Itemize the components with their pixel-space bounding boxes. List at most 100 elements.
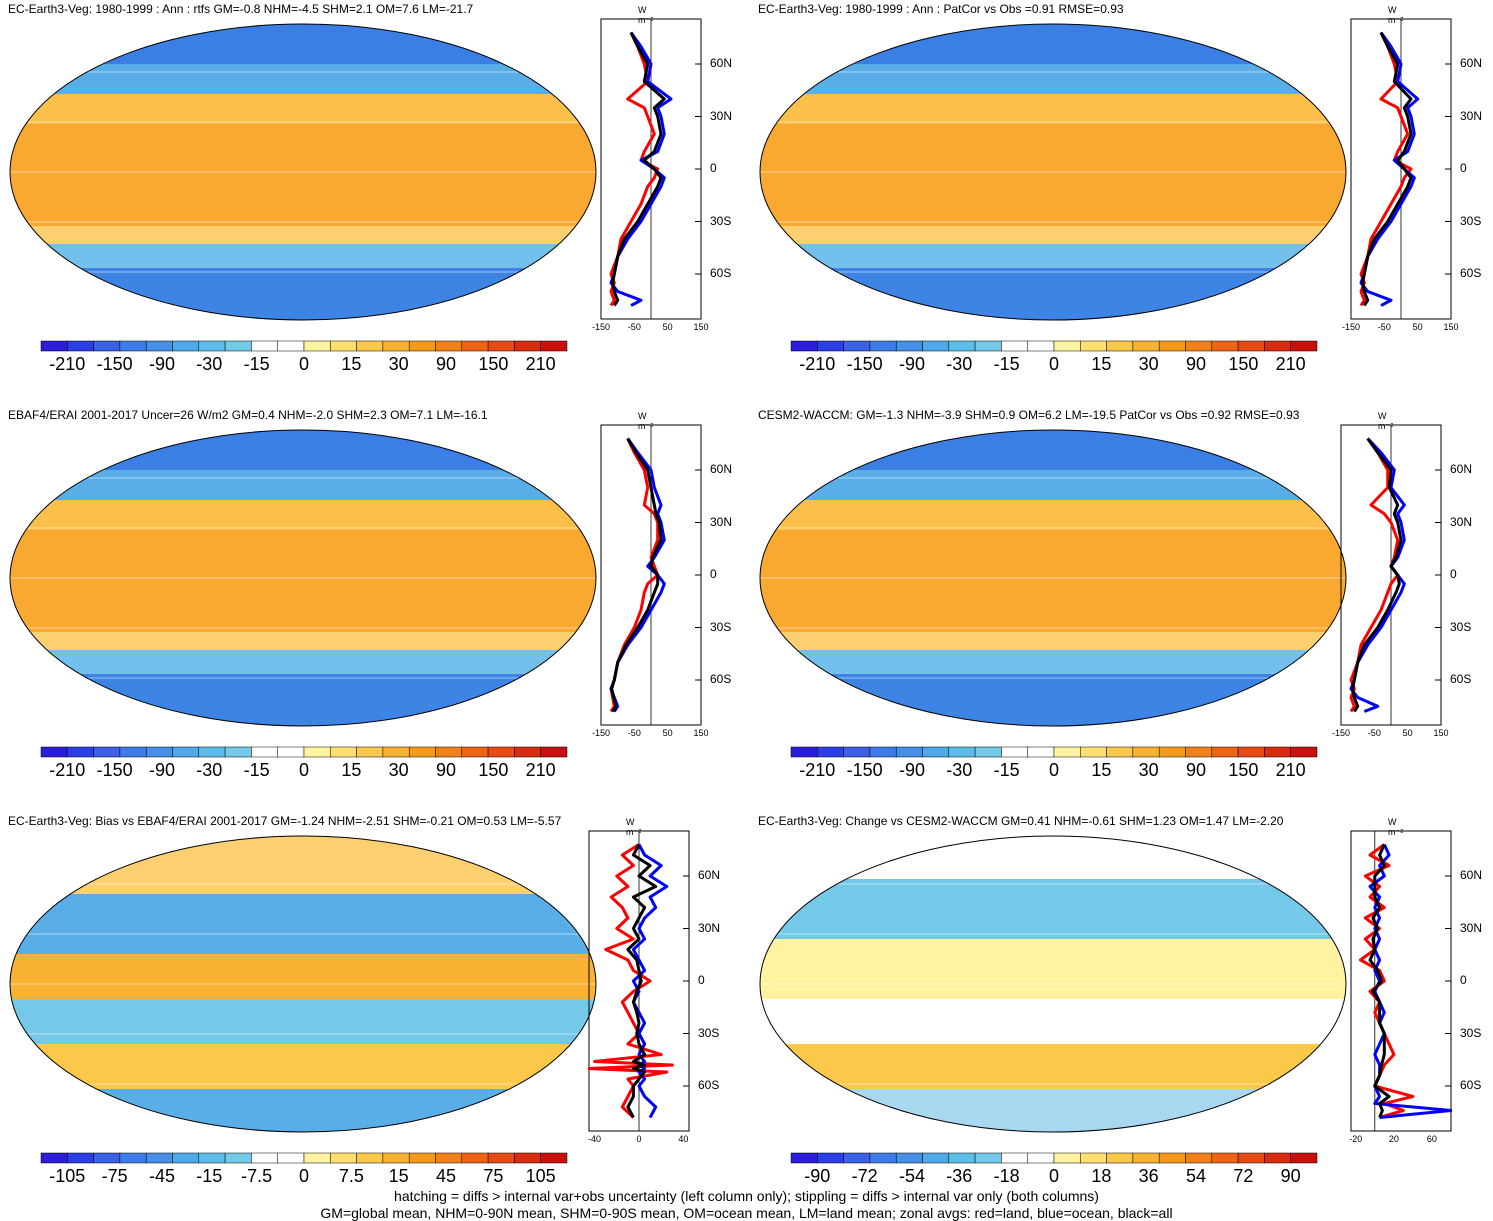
- zonal-x-tick-label: -150: [1326, 728, 1356, 738]
- zonal-mean-plot: [600, 18, 702, 320]
- colorbar: [40, 1152, 568, 1164]
- map-band: [758, 500, 1348, 531]
- colorbar-swatch: [304, 1153, 330, 1163]
- zonal-x-tick-label: 50: [1403, 322, 1433, 332]
- latitude-tick-label: 30N: [698, 921, 720, 935]
- zonal-x-tick-label: 50: [1393, 728, 1423, 738]
- colorbar-label: 90: [1174, 760, 1218, 781]
- colorbar-swatch: [1107, 341, 1133, 351]
- colorbar-label: 30: [1127, 354, 1171, 375]
- colorbar-swatch: [791, 1153, 817, 1163]
- colorbar-swatch: [1159, 341, 1185, 351]
- colorbar-swatch: [251, 341, 277, 351]
- colorbar-swatch: [923, 341, 949, 351]
- latitude-tick-label: 60S: [710, 266, 731, 280]
- colorbar-swatch: [949, 1153, 975, 1163]
- colorbar-swatch: [304, 341, 330, 351]
- map-band: [8, 124, 598, 227]
- colorbar: [790, 746, 1318, 758]
- latitude-tick-label: 60N: [710, 56, 732, 70]
- colorbar-swatch: [844, 747, 870, 757]
- colorbar-label: 90: [1174, 354, 1218, 375]
- colorbar-label: 90: [1269, 1166, 1313, 1187]
- colorbar-label: -15: [985, 760, 1029, 781]
- colorbar-label: 90: [424, 354, 468, 375]
- map-band: [758, 674, 1348, 728]
- map-band: [8, 22, 598, 65]
- colorbar-swatch: [541, 341, 567, 351]
- colorbar-swatch: [1028, 341, 1054, 351]
- colorbar-swatch: [94, 747, 120, 757]
- colorbar-swatch: [1054, 747, 1080, 757]
- colorbar-label: 90: [424, 760, 468, 781]
- map-band: [758, 1044, 1348, 1090]
- colorbar-swatch: [173, 747, 199, 757]
- zonal-x-tick-label: 40: [668, 1134, 698, 1144]
- colorbar-swatch: [1212, 1153, 1238, 1163]
- colorbar-swatch: [1107, 747, 1133, 757]
- colorbar-swatch: [1264, 1153, 1290, 1163]
- colorbar-swatch: [541, 747, 567, 757]
- map-band: [758, 879, 1348, 940]
- colorbar-label: -30: [937, 354, 981, 375]
- colorbar-swatch: [923, 747, 949, 757]
- colorbar-swatch: [41, 747, 67, 757]
- colorbar: [790, 340, 1318, 352]
- colorbar-label: 210: [519, 760, 563, 781]
- colorbar-label: -90: [795, 1166, 839, 1187]
- zonal-x-tick-label: -150: [586, 728, 616, 738]
- colorbar-label: -105: [45, 1166, 89, 1187]
- colorbar-label: 15: [1079, 760, 1123, 781]
- colorbar-swatch: [462, 341, 488, 351]
- colorbar-label: -150: [93, 354, 137, 375]
- latitude-tick-label: 60S: [698, 1078, 719, 1092]
- map-band: [758, 834, 1348, 880]
- colorbar-swatch: [225, 747, 251, 757]
- colorbar-label: -150: [843, 760, 887, 781]
- colorbar-label: 15: [329, 354, 373, 375]
- colorbar-label: -75: [93, 1166, 137, 1187]
- colorbar-swatch: [383, 1153, 409, 1163]
- colorbar-swatch: [975, 1153, 1001, 1163]
- colorbar-swatch: [146, 1153, 172, 1163]
- colorbar-swatch: [844, 1153, 870, 1163]
- colorbar-swatch: [791, 341, 817, 351]
- colorbar-swatch: [1186, 1153, 1212, 1163]
- zonal-mean-plot: [1350, 830, 1452, 1132]
- colorbar-swatch: [330, 747, 356, 757]
- colorbar-swatch: [1133, 747, 1159, 757]
- latitude-tick-label: 60S: [1450, 672, 1471, 686]
- map-band: [8, 64, 598, 95]
- colorbar-swatch: [304, 747, 330, 757]
- colorbar-swatch: [146, 747, 172, 757]
- colorbar-swatch: [817, 341, 843, 351]
- map-band: [8, 268, 598, 322]
- colorbar: [790, 1152, 1318, 1164]
- colorbar-swatch: [330, 341, 356, 351]
- zonal-x-tick-label: 50: [653, 322, 683, 332]
- colorbar-label: 18: [1079, 1166, 1123, 1187]
- colorbar-label: 0: [1032, 1166, 1076, 1187]
- colorbar-swatch: [488, 1153, 514, 1163]
- latitude-tick-label: 60N: [710, 462, 732, 476]
- map-band: [8, 530, 598, 633]
- zonal-x-tick-label: 60: [1417, 1134, 1447, 1144]
- colorbar-swatch: [67, 747, 93, 757]
- zonal-unit-label: W m⁻²: [638, 411, 653, 432]
- colorbar-swatch: [1186, 747, 1212, 757]
- colorbar-swatch: [41, 341, 67, 351]
- colorbar-label: -210: [795, 354, 839, 375]
- map-band: [758, 650, 1348, 675]
- map-band: [758, 226, 1348, 245]
- colorbar-label: -150: [843, 354, 887, 375]
- colorbar-label: 45: [424, 1166, 468, 1187]
- colorbar-label: 150: [471, 354, 515, 375]
- latitude-tick-label: 30N: [1460, 921, 1482, 935]
- latitude-tick-label: 30S: [1450, 620, 1471, 634]
- zonal-mean-plot: [600, 424, 702, 726]
- colorbar-swatch: [120, 747, 146, 757]
- colorbar-label: 210: [1269, 760, 1313, 781]
- colorbar-label: 30: [377, 760, 421, 781]
- colorbar-label: -90: [890, 354, 934, 375]
- colorbar-swatch: [278, 1153, 304, 1163]
